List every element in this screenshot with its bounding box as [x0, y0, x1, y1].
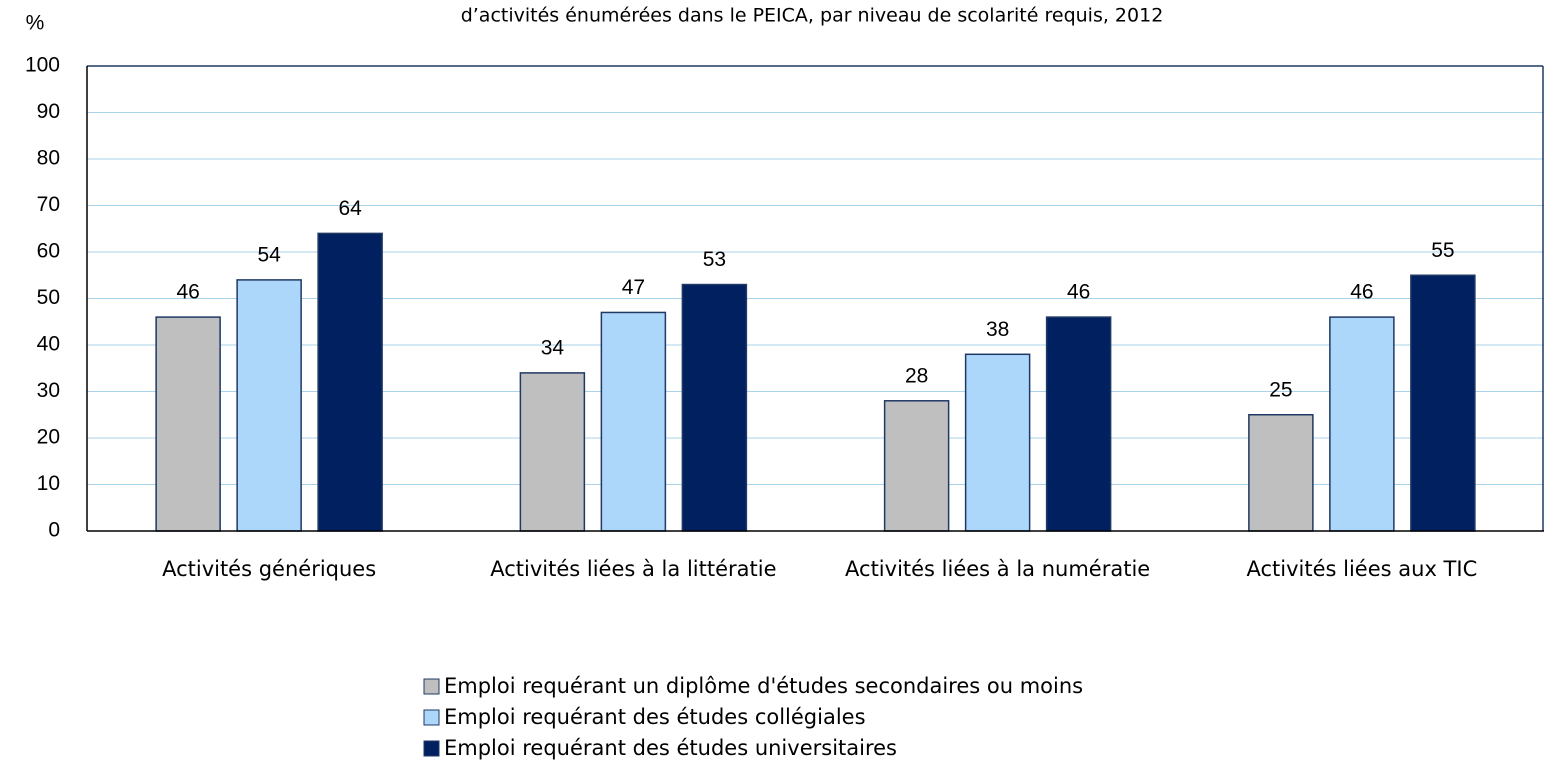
bar — [1248, 414, 1314, 532]
bar — [964, 353, 1031, 532]
data-label: 54 — [257, 243, 281, 266]
legend-label: Emploi requérant un diplôme d'études sec… — [444, 674, 1083, 698]
y-tick-label: 80 — [37, 147, 60, 170]
y-tick-label: 70 — [37, 193, 60, 216]
y-tick-label: 20 — [37, 426, 60, 449]
x-tick-label: Activités liées à la littératie — [490, 557, 776, 581]
data-label: 53 — [703, 248, 726, 271]
data-label: 64 — [338, 197, 362, 220]
data-label: 47 — [622, 276, 645, 299]
bar — [681, 283, 748, 532]
data-label: 38 — [986, 318, 1009, 341]
bar — [519, 372, 586, 532]
legend-label: Emploi requérant des études universitair… — [444, 736, 897, 760]
bar — [883, 400, 950, 532]
data-label: 25 — [1269, 378, 1292, 401]
data-label: 46 — [1350, 281, 1373, 304]
y-axis-label: % — [26, 12, 45, 35]
y-tick-label: 30 — [37, 379, 60, 402]
legend-swatch — [423, 678, 440, 695]
data-label: 55 — [1431, 239, 1454, 262]
data-label: 46 — [1067, 281, 1090, 304]
data-label: 46 — [176, 281, 199, 304]
legend-swatch — [423, 709, 440, 726]
x-tick-label: Activités liées aux TIC — [1247, 557, 1478, 581]
bar — [236, 279, 302, 532]
y-tick-label: 60 — [37, 240, 60, 263]
bar — [317, 232, 383, 532]
y-tick-label: 0 — [48, 519, 60, 542]
y-tick-label: 90 — [37, 100, 60, 123]
y-tick-label: 40 — [37, 333, 60, 356]
data-label: 34 — [541, 336, 565, 359]
bar — [1329, 316, 1395, 532]
legend-label: Emploi requérant des études collégiales — [444, 705, 866, 729]
legend-swatch — [423, 740, 440, 757]
y-tick-label: 10 — [37, 472, 60, 495]
y-tick-label: 100 — [25, 54, 60, 77]
bar — [600, 311, 667, 532]
y-tick-label: 50 — [37, 286, 60, 309]
bar — [155, 316, 221, 532]
x-tick-label: Activités liées à la numératie — [845, 557, 1150, 581]
bar — [1045, 316, 1112, 532]
x-tick-label: Activités génériques — [162, 557, 376, 581]
bar — [1410, 274, 1476, 532]
data-label: 28 — [905, 364, 928, 387]
chart-title: d’activités énumérées dans le PEICA, par… — [461, 5, 1164, 27]
